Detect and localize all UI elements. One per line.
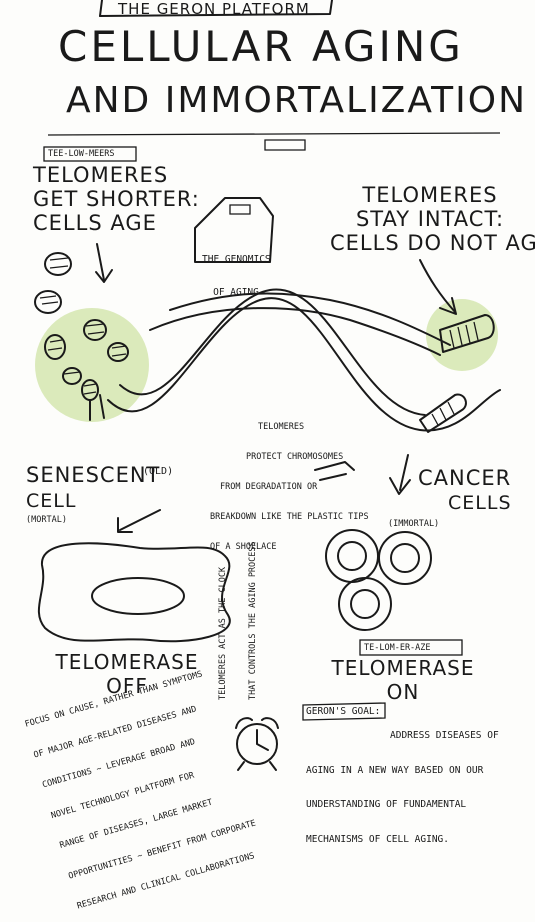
genomics-line: OF AGING [213,287,259,298]
right-heading-line: CELLS DO NOT AGE [330,231,535,255]
cancer-cells-label: CELLS [448,492,512,514]
title-line-2: AND IMMORTALIZATION [66,80,528,121]
protect-note-line: BREAKDOWN LIKE THE PLASTIC TIPS [210,512,369,522]
telomerase-pronunciation-box [359,639,463,656]
telomerase-off: TELOMERASE OFF [52,650,202,698]
telomere-blobs [34,252,129,401]
senescent-cell [37,542,231,643]
telomerase-pronunciation: TE-LOM-ER-AZE [364,643,431,653]
diagram-drawing [34,0,501,771]
title-rule [47,132,501,136]
cancer-arrow [399,454,409,491]
focus-note-line: OF MAJOR AGE-RELATED DISEASES AND [32,703,198,761]
right-heading-line: TELOMERES [362,183,498,207]
platform-label: THE GERON PLATFORM [118,0,310,18]
telomerase-on: TELOMERASE ON [328,656,478,704]
focus-note-line: RESEARCH AND CLINICAL COLLABORATIONS [75,851,256,912]
right-heading: TELOMERES STAY INTACT: CELLS DO NOT AGE [330,183,535,255]
focus-note-line: NOVEL TECHNOLOGY PLATFORM FOR [49,770,196,821]
cancer-immortal: (IMMORTAL) [388,519,440,529]
left-heading-line: TELOMERES [33,163,169,187]
goal-label: GERON'S GOAL: [306,706,381,717]
telomeres-pronunciation: TEE-LOW-MEERS [48,149,115,159]
clock-note-line: TELOMERES ACT AS THE CLOCK [218,566,228,700]
genomics-line: THE GENOMICS [202,254,271,265]
telomerase-off-line: OFF [106,674,148,698]
shoelace-tip [314,461,355,481]
senescent-old: (OLD) [143,466,174,477]
chromosome-strands [89,288,501,433]
goal-label-box [302,702,386,721]
right-down-arrow [419,259,456,313]
focus-note-line: OPPORTUNITIES ~ BENEFIT FROM CORPORATE [67,817,257,882]
left-heading-line: CELLS AGE [33,211,157,235]
senescent-arrow [119,509,161,531]
cancer-label: CANCER [418,466,512,490]
telomerase-off-line: TELOMERASE [55,650,199,674]
telomerase-on-line: TELOMERASE [331,656,475,680]
title-line-1: CELLULAR AGING [58,22,464,71]
genomics-box [194,197,274,263]
focus-note-line: CONDITIONS ~ LEVERAGE BROAD AND [41,737,197,791]
right-heading-line: STAY INTACT: [355,207,505,231]
senescent-label: SENESCENT [26,463,161,487]
protect-note-line: FROM DEGRADATION OR [220,482,318,492]
focus-note-line: RANGE OF DISEASES, LARGE MARKET [58,797,214,851]
goal-line: UNDERSTANDING OF FUNDAMENTAL [306,799,467,810]
senescent-mortal: (MORTAL) [26,515,67,525]
platform-box-outline [99,0,333,17]
protect-note-line: TELOMERES [258,422,305,432]
cancer-cells [325,529,432,631]
right-highlight-circle [426,299,498,371]
goal-text: ADDRESS DISEASES OF AGING IN A NEW WAY B… [306,707,499,857]
protect-note-line: PROTECT CHROMOSOMES [246,452,344,462]
goal-line: MECHANISMS OF CELL AGING. [306,833,449,845]
telomerase-on-line: ON [386,680,420,704]
ruler-mark [264,139,306,151]
protect-note: TELOMERES PROTECT CHROMOSOMES FROM DEGRA… [210,402,369,562]
goal-line: ADDRESS DISEASES OF [390,730,499,741]
genomics-label: THE GENOMICS OF AGING [202,232,271,309]
alarm-clock-icon [235,717,279,771]
senescent-cell-label: CELL [26,490,77,512]
clock-note-line: THAT CONTROLS THE AGING PROCESS [248,541,258,700]
telomeres-pronunciation-box [43,146,137,162]
goal-line: AGING IN A NEW WAY BASED ON OUR [306,764,484,776]
protect-note-line: OF A SHOELACE [210,542,277,552]
left-heading: TELOMERES GET SHORTER: CELLS AGE [33,163,200,235]
left-down-arrow [96,243,105,281]
left-heading-line: GET SHORTER: [33,187,200,211]
left-highlight-circle [35,308,149,422]
